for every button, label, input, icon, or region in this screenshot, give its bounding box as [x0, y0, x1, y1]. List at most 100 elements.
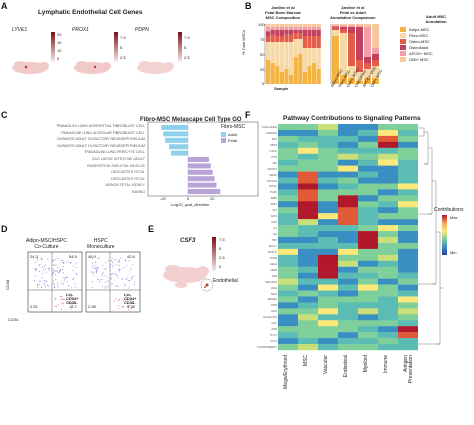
d-dot [57, 258, 59, 260]
d-dot-red [71, 303, 73, 305]
d-dot [63, 265, 65, 267]
f-row-label: LAMININ [265, 130, 277, 135]
f-heat-cell [298, 272, 318, 279]
b-ytick-1: 100 [258, 22, 265, 27]
f-heat-cell [278, 254, 298, 261]
d-dot-red [116, 298, 118, 299]
f-heat-cell [298, 242, 318, 250]
c-xtick-3: 20 [210, 196, 215, 201]
f-heat-cell [358, 344, 378, 351]
f-heat-cell [358, 290, 378, 297]
b-left-bar-seg [270, 30, 275, 35]
f-heat-cell [278, 290, 298, 297]
b-left-bar-seg [275, 66, 280, 84]
d-dot [62, 269, 64, 271]
d-dot [114, 264, 116, 266]
c-bar [188, 189, 221, 194]
f-heat-cell [398, 231, 418, 238]
d-dot [95, 261, 97, 263]
f-heat-cell [318, 278, 338, 285]
f-row-label: EPO [271, 214, 277, 219]
f-heat-cell [318, 248, 338, 256]
f-heat-cell [278, 195, 298, 202]
d-dot [129, 269, 131, 271]
f-heat-cell [298, 308, 318, 315]
c-term-label: TRAVAGLINI LUNG ALVEOLAR FIBROBLAST CELL [60, 130, 145, 135]
f-heat-cell [298, 207, 318, 214]
f-heat-cell [278, 124, 298, 131]
d-dot [92, 274, 94, 276]
f-heat-cell [358, 147, 378, 154]
b-left-bar-seg [298, 39, 303, 54]
d-dot-red [119, 299, 121, 300]
f-heat-cell [318, 260, 338, 267]
f-heat-cell [298, 326, 318, 333]
d-dot [45, 286, 47, 288]
b-left-bar-seg [279, 24, 284, 27]
panel-e-gene: CSF3 [180, 238, 196, 244]
b-left-bar-seg [316, 36, 321, 48]
d-dot [55, 259, 57, 261]
d-dot [35, 268, 37, 270]
f-heat-cell [338, 177, 358, 184]
f-heat-cell [338, 213, 358, 220]
f-heat-cell [398, 266, 418, 273]
f-heat-cell [398, 177, 418, 184]
d-dot [95, 268, 97, 270]
b-right-bar-seg [332, 24, 339, 26]
b-left-bar-seg [302, 48, 307, 72]
d-dot [125, 260, 127, 261]
panel-f-heatmap [278, 124, 444, 351]
panel-b-label: B [245, 1, 252, 11]
d-dot [57, 287, 59, 289]
d-dot [130, 277, 132, 279]
d-dot [59, 270, 61, 272]
d-dot [105, 282, 107, 283]
b-left-bar-seg [266, 42, 271, 60]
e-tick-1: 7.5 [219, 237, 225, 242]
b-left-bar-seg [270, 63, 275, 84]
d-dot [46, 284, 48, 286]
d-dot [36, 283, 38, 285]
c-bar [188, 182, 217, 188]
f-heat-cell [358, 129, 378, 137]
d-dot-red [114, 300, 116, 302]
f-row-label: PTN [271, 154, 277, 159]
d-dot-red [69, 301, 71, 303]
f-heat-cell [278, 248, 298, 256]
d-dot-red [117, 308, 119, 310]
f-heat-cell [358, 189, 378, 196]
f-heat-cell [318, 195, 338, 202]
f-heat-cell [338, 135, 358, 143]
d-dot [109, 266, 110, 267]
f-heat-cell [318, 284, 338, 291]
f-heat-cell [338, 124, 358, 131]
d-dot [95, 266, 97, 268]
f-row-label: FN1 [271, 136, 277, 141]
d-dot [101, 274, 103, 276]
f-heat-cell [378, 308, 398, 315]
f-heat-cell [338, 189, 358, 196]
b-right-bar-seg [364, 24, 371, 27]
f-row-label: FLT3 [270, 339, 277, 344]
d-dot [95, 270, 97, 272]
d-dot [38, 264, 40, 266]
d-gate-left: Lin- CD34+ CD38- [66, 292, 79, 305]
f-heat-cell [358, 195, 378, 202]
f-heat-cell [378, 332, 398, 339]
f-heat-cell [338, 207, 358, 214]
b-left-bar-seg [275, 24, 280, 27]
d-dot [106, 276, 108, 278]
b-left-bar-seg [312, 48, 317, 63]
f-heat-cell [278, 153, 298, 160]
d-dot [40, 258, 42, 260]
f-heat-cell [338, 278, 358, 285]
f-heat-cell [398, 278, 418, 285]
f-heat-cell [298, 177, 318, 184]
f-heat-cell [318, 177, 338, 184]
panel-e-label: E [148, 224, 155, 234]
b-right-bar-seg [340, 33, 347, 75]
b-left-bar-seg [279, 42, 284, 72]
b-left-bar-seg [266, 24, 271, 27]
d-dot [99, 281, 100, 283]
